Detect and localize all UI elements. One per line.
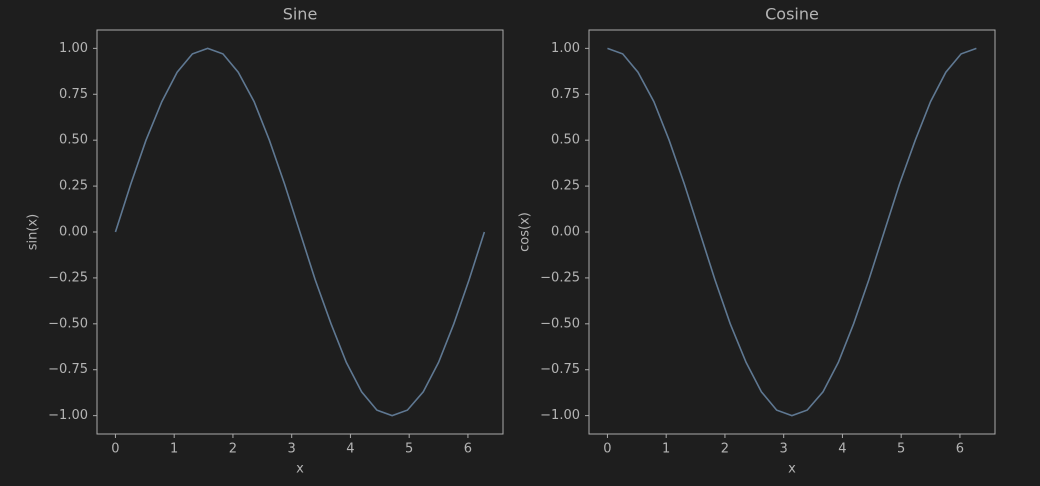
y-tick-label: 1.00 (551, 41, 580, 56)
axes-frame (588, 29, 996, 435)
y-tick-label: 0.50 (551, 133, 580, 148)
x-tick-label: 1 (662, 442, 670, 457)
y-tick-label: −0.75 (540, 362, 580, 377)
x-tick-label: 6 (956, 442, 964, 457)
y-axis-label: sin(x) (26, 214, 41, 250)
x-tick-label: 3 (780, 442, 788, 457)
y-tick-label: 1.00 (59, 41, 88, 56)
x-tick-label: 6 (464, 442, 472, 457)
x-tick-label: 2 (721, 442, 729, 457)
x-tick-label: 3 (288, 442, 296, 457)
y-tick-label: 0.75 (59, 87, 88, 102)
x-tick-label: 4 (838, 442, 846, 457)
x-tick-label: 1 (170, 442, 178, 457)
y-tick-label: 0.25 (551, 179, 580, 194)
y-tick-label: −0.25 (48, 270, 88, 285)
data-line (607, 47, 977, 417)
y-tick-label: 0.25 (59, 179, 88, 194)
chart-title: Cosine (765, 5, 819, 24)
x-tick-label: 4 (346, 442, 354, 457)
data-line (114, 47, 486, 417)
y-tick-label: 0.00 (59, 225, 88, 240)
y-tick-label: −0.25 (540, 270, 580, 285)
x-tick-label: 0 (111, 442, 119, 457)
y-tick-label: −0.50 (540, 316, 580, 331)
chart-title: Sine (283, 5, 318, 24)
x-tick-label: 2 (229, 442, 237, 457)
x-axis-label: x (788, 462, 796, 477)
y-axis-label: cos(x) (518, 212, 533, 252)
y-tick-label: −1.00 (48, 408, 88, 423)
x-axis-label: x (296, 462, 304, 477)
y-tick-label: −0.75 (48, 362, 88, 377)
x-tick-label: 5 (897, 442, 905, 457)
y-tick-label: 0.00 (551, 225, 580, 240)
y-tick-label: 0.50 (59, 133, 88, 148)
x-tick-label: 5 (405, 442, 413, 457)
y-tick-label: −1.00 (540, 408, 580, 423)
y-tick-label: 0.75 (551, 87, 580, 102)
x-tick-label: 0 (603, 442, 611, 457)
axes-frame (96, 29, 504, 435)
y-tick-label: −0.50 (48, 316, 88, 331)
